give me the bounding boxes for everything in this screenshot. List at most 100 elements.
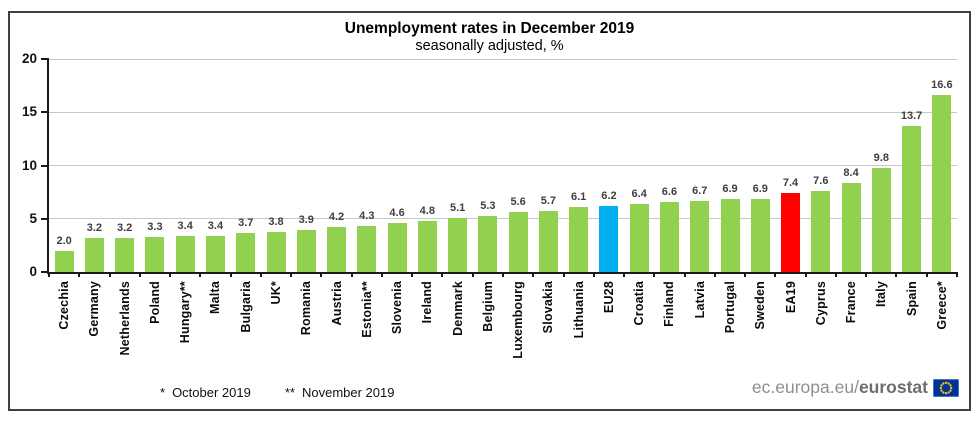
bar-value-label: 3.2	[117, 221, 133, 234]
category-label: Czechia	[57, 281, 72, 330]
category-label: Lithuania	[571, 281, 586, 339]
bar	[448, 217, 468, 272]
bar-value-label: 4.6	[389, 207, 405, 219]
bar	[690, 200, 710, 272]
bar-value-label: 3.2	[86, 221, 103, 234]
x-axis-tick	[78, 272, 81, 277]
footnotes: * October 2019 ** November 2019	[160, 385, 394, 400]
bar-value-label: 4.3	[359, 210, 375, 223]
bar	[266, 231, 286, 272]
category-label: Spain	[904, 281, 919, 317]
bar	[54, 250, 74, 272]
gridline	[49, 218, 957, 220]
x-axis-tick	[683, 272, 686, 277]
bar-value-label: 6.7	[692, 184, 708, 197]
bar	[508, 212, 528, 272]
x-axis-tick	[865, 272, 868, 277]
category-label: Cyprus	[813, 281, 828, 326]
category-label: Croatia	[632, 281, 647, 326]
gridline	[49, 165, 957, 166]
y-axis-tick	[41, 164, 49, 167]
x-axis-tick	[532, 272, 535, 277]
bar-value-label: 3.9	[298, 214, 314, 227]
category-label: Slovenia	[390, 281, 405, 335]
gridline	[49, 58, 957, 60]
x-axis-tick	[592, 272, 595, 277]
bar-value-label: 16.6	[931, 79, 953, 92]
footer-branding: ec.europa.eu/eurostat	[752, 377, 959, 398]
category-label: Sweden	[753, 281, 768, 330]
x-axis-tick	[108, 272, 111, 277]
bar-value-label: 3.3	[147, 220, 163, 233]
bar-value-label: 6.6	[661, 185, 678, 198]
category-label: Bulgaria	[238, 281, 253, 333]
footer-url-prefix: ec.europa.eu/	[751, 377, 859, 397]
bar	[871, 167, 891, 272]
y-axis-tick-label: 20	[21, 51, 37, 66]
x-axis-tick	[471, 272, 474, 277]
category-label: Finland	[662, 281, 677, 327]
y-axis-tick-label: 10	[21, 157, 37, 173]
gridline	[49, 111, 957, 113]
y-axis-tick-label: 5	[29, 210, 37, 226]
bar-value-label: 2.0	[56, 234, 72, 247]
bar-value-label: 4.2	[328, 211, 345, 224]
bar	[205, 235, 225, 272]
bar-value-label: 6.9	[752, 182, 768, 195]
bar	[659, 201, 679, 272]
x-axis-tick	[441, 272, 444, 277]
category-label: Romania	[299, 281, 314, 336]
x-axis-tick	[350, 272, 353, 277]
x-axis-tick	[804, 272, 807, 277]
bar	[387, 223, 407, 272]
x-axis-tick	[562, 272, 565, 277]
y-axis-tick	[41, 217, 49, 220]
bar	[357, 226, 377, 272]
category-label: EA19	[783, 281, 798, 314]
category-label: Luxembourg	[511, 281, 526, 359]
bar-value-label: 13.7	[900, 110, 923, 123]
x-axis-tick	[895, 272, 898, 277]
bar-value-label: 3.8	[268, 215, 284, 228]
bar-value-label: 6.4	[631, 187, 647, 200]
x-axis-tick	[259, 272, 262, 277]
bar	[296, 230, 316, 272]
x-axis-tick	[229, 272, 232, 277]
bar	[932, 95, 952, 272]
x-axis-tick	[138, 272, 141, 277]
x-axis-tick	[653, 272, 656, 277]
x-axis-tick	[744, 272, 747, 277]
x-axis-tick	[834, 272, 837, 277]
x-axis-tick	[623, 272, 626, 277]
category-label: Greece*	[934, 281, 949, 330]
bar-value-label: 9.8	[873, 151, 889, 164]
bar	[538, 211, 558, 272]
bar	[417, 220, 437, 272]
plot-area: 0 5 10 15 20 2.0 Czechia 3.2 Germany 3.2 Netherlan…	[22, 51, 958, 359]
category-label: Portugal	[723, 281, 737, 334]
x-axis-tick	[48, 272, 50, 277]
category-label: Belgium	[480, 281, 495, 332]
bar	[478, 215, 498, 272]
x-axis-tick	[290, 272, 293, 277]
bar-value-label: 3.4	[177, 219, 193, 232]
category-label: EU28	[601, 281, 616, 314]
y-axis-tick	[41, 111, 49, 114]
category-label: France	[844, 281, 859, 324]
x-axis-tick	[774, 272, 777, 277]
x-axis-tick	[956, 272, 958, 277]
x-axis-tick	[502, 272, 504, 277]
x-axis-tick	[199, 272, 202, 277]
bar-value-label: 6.2	[601, 189, 617, 202]
bar	[781, 193, 801, 272]
bar	[629, 203, 649, 272]
footnote-1-text: October 2019	[172, 385, 251, 400]
category-label: Italy	[874, 281, 889, 308]
bar-value-label: 6.9	[722, 182, 738, 195]
bar-value-label: 5.7	[540, 195, 557, 208]
category-label: Germany	[87, 281, 102, 337]
eu-flag-icon	[933, 378, 959, 397]
y-axis-tick-label: 0	[29, 264, 37, 279]
category-label: Poland	[147, 281, 162, 324]
bar-value-label: 8.4	[843, 166, 859, 179]
